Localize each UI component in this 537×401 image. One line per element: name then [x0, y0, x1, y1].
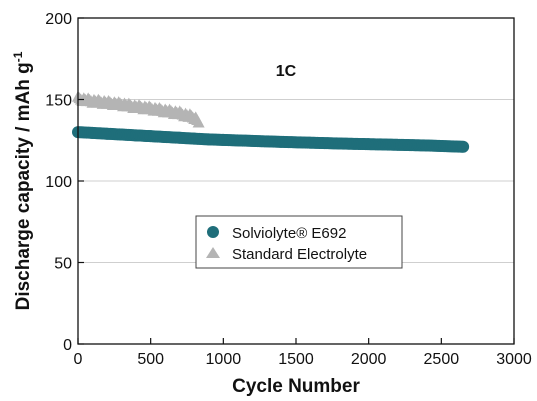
- y-tick-label-100: 100: [45, 174, 72, 191]
- y-axis-title-superscript: -1: [11, 51, 25, 62]
- legend-marker-solviolyte: [207, 226, 219, 238]
- x-tick-label-1000: 1000: [206, 351, 242, 368]
- data-point-solviolyte-e692: [457, 140, 470, 153]
- series-standard-electrolyte: [72, 90, 205, 128]
- legend-label-standard: Standard Electrolyte: [232, 246, 367, 263]
- y-tick-label-0: 0: [63, 337, 72, 354]
- legend-label-solviolyte: Solviolyte® E692: [232, 225, 346, 242]
- y-axis-title: Discharge capacity / mAh g-1: [11, 51, 34, 310]
- legend-box: [195, 215, 403, 269]
- x-tick-label-2000: 2000: [351, 351, 387, 368]
- x-tick-label-500: 500: [137, 351, 164, 368]
- legend-marker-standard: [206, 247, 220, 258]
- legend: Solviolyte® E692 Standard Electrolyte: [195, 215, 403, 269]
- x-tick-label-0: 0: [74, 351, 83, 368]
- data-point-standard-electrolyte: [192, 116, 205, 128]
- x-tick-label-1500: 1500: [278, 351, 314, 368]
- y-axis-title-main: Discharge capacity / mAh g: [13, 62, 34, 310]
- x-axis-title: Cycle Number: [232, 376, 360, 397]
- y-tick-label-150: 150: [45, 93, 72, 110]
- x-tick-label-2500: 2500: [424, 351, 460, 368]
- rate-annotation: 1C: [276, 63, 297, 80]
- y-tick-label-200: 200: [45, 11, 72, 28]
- series-solviolyte-e692: [72, 126, 470, 153]
- x-tick-label-3000: 3000: [496, 351, 532, 368]
- series-layer: [72, 90, 470, 153]
- y-tick-label-50: 50: [54, 256, 72, 273]
